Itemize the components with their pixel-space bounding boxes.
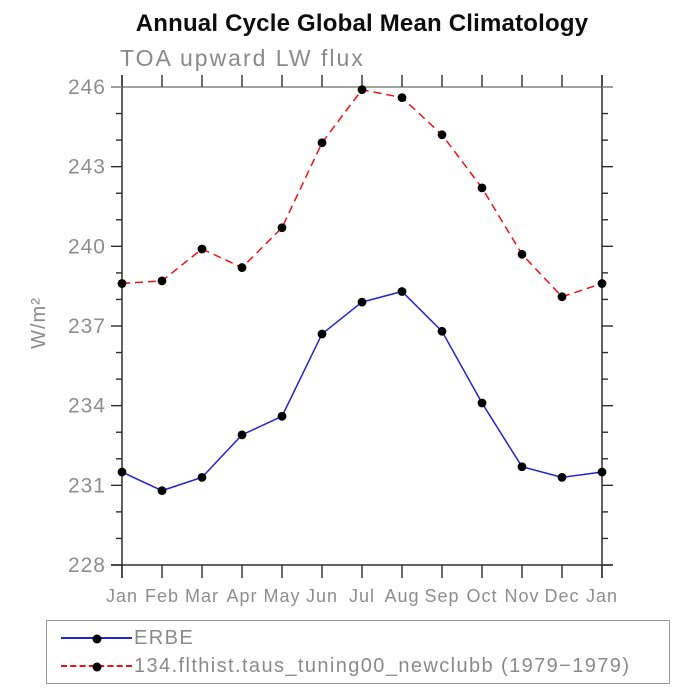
data-point-marker xyxy=(437,130,447,140)
data-point-marker xyxy=(357,85,367,95)
data-point-marker xyxy=(357,297,367,307)
legend-line-sample-dashed xyxy=(61,662,132,672)
legend-marker-dot xyxy=(92,662,101,672)
data-point-marker xyxy=(117,279,127,288)
data-point-marker xyxy=(477,183,487,193)
y-tick-label: 234 xyxy=(68,395,106,418)
y-tick-label: 246 xyxy=(68,76,106,99)
legend-item-erbe: ERBE xyxy=(47,624,669,652)
x-tick-label: Mar xyxy=(185,586,219,606)
data-point-marker xyxy=(277,411,287,421)
data-point-marker xyxy=(317,329,327,339)
x-tick-label: Jan xyxy=(106,586,138,606)
series-line-1 xyxy=(121,88,603,298)
legend-label-model-run: 134.flthist.taus_tuning00_newclubb (1979… xyxy=(134,654,631,677)
x-tick-label: Sep xyxy=(424,586,459,606)
data-point-marker xyxy=(197,244,207,254)
data-point-marker xyxy=(157,486,167,496)
data-point-marker xyxy=(597,279,607,288)
data-point-marker xyxy=(397,93,407,103)
x-tick-label: Apr xyxy=(226,586,257,606)
data-point-marker xyxy=(237,263,247,272)
x-tick-label: Nov xyxy=(504,586,539,606)
data-point-marker xyxy=(317,138,327,148)
legend-item-model-run: 134.flthist.taus_tuning00_newclubb (1979… xyxy=(47,652,669,680)
data-point-marker xyxy=(397,287,407,296)
legend-label-erbe: ERBE xyxy=(134,626,195,649)
y-tick-label: 243 xyxy=(68,156,106,179)
x-tick-label: Jul xyxy=(349,586,375,606)
y-tick-label: 237 xyxy=(68,315,106,338)
data-point-marker xyxy=(277,223,287,233)
data-point-marker xyxy=(237,430,247,440)
legend-box: ERBE 134.flthist.taus_tuning00_newclubb … xyxy=(46,620,670,684)
data-point-marker xyxy=(517,249,527,259)
data-point-marker xyxy=(477,398,487,408)
x-tick-label: Jan xyxy=(586,586,618,606)
data-point-marker xyxy=(557,472,567,482)
data-point-marker xyxy=(157,276,167,286)
y-tick-label: 240 xyxy=(68,235,106,258)
data-point-marker xyxy=(557,292,567,302)
x-tick-label: Jun xyxy=(306,586,338,606)
data-point-marker xyxy=(517,462,527,472)
x-tick-label: Feb xyxy=(145,586,179,606)
data-point-marker xyxy=(437,326,447,336)
y-tick-label: 228 xyxy=(68,554,106,577)
legend-line-sample-solid xyxy=(61,634,132,644)
legend-marker-dot xyxy=(92,634,101,644)
series-line-0 xyxy=(121,290,603,492)
x-tick-label: Oct xyxy=(466,586,497,606)
chart-title: Annual Cycle Global Mean Climatology xyxy=(135,10,589,37)
data-point-marker xyxy=(117,467,127,477)
chart-subtitle: TOA upward LW flux xyxy=(120,45,365,71)
x-tick-label: Aug xyxy=(384,586,419,606)
data-point-marker xyxy=(597,467,607,477)
data-point-marker xyxy=(197,472,207,482)
y-tick-label: 231 xyxy=(68,474,106,497)
x-tick-label: May xyxy=(263,586,300,606)
x-tick-label: Dec xyxy=(544,586,579,606)
